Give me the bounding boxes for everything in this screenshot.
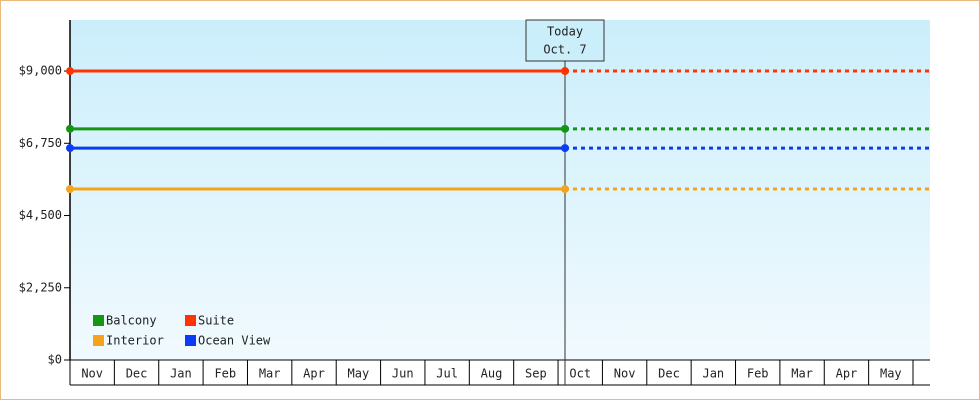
legend-swatch (185, 335, 196, 346)
legend-swatch (185, 315, 196, 326)
x-tick-label: Feb (214, 367, 236, 381)
today-date: Oct. 7 (543, 43, 586, 57)
today-title: Today (547, 25, 583, 39)
x-tick-label: Jul (436, 367, 458, 381)
x-tick-label: Nov (81, 367, 103, 381)
x-tick-label: May (348, 367, 370, 381)
today-box (525, 19, 605, 62)
x-tick-label: Sep (525, 367, 547, 381)
legend-label: Balcony (106, 314, 157, 328)
x-tick-label: May (880, 367, 902, 381)
x-tick-label: Dec (658, 367, 680, 381)
x-tick-label: Mar (791, 367, 813, 381)
point (66, 185, 74, 194)
x-tick-label: Mar (259, 367, 281, 381)
y-tick-label: $4,500 (19, 208, 62, 222)
y-tick-label: $2,250 (19, 280, 62, 294)
y-tick-label: $6,750 (19, 136, 62, 150)
x-tick-label: Apr (303, 367, 325, 381)
x-tick-label: Nov (614, 367, 636, 381)
x-tick-label: Oct (569, 367, 591, 381)
point (561, 67, 569, 76)
x-tick-label: Apr (836, 367, 858, 381)
x-tick-label: Jan (702, 367, 724, 381)
x-tick-label: Jun (392, 367, 414, 381)
legend-label: Interior (106, 334, 164, 348)
x-tick-label: Aug (481, 367, 503, 381)
legend-label: Ocean View (198, 334, 271, 348)
legend-swatch (93, 335, 104, 346)
x-tick-label: Dec (126, 367, 148, 381)
x-tick-label: Jan (170, 367, 192, 381)
point (66, 67, 74, 76)
legend-label: Suite (198, 314, 234, 328)
y-tick-label: $9,000 (19, 64, 62, 78)
point (66, 124, 74, 133)
point (66, 144, 74, 153)
point (561, 185, 569, 194)
point (561, 124, 569, 133)
x-tick-label: Feb (747, 367, 769, 381)
legend-swatch (93, 315, 104, 326)
y-tick-label: $0 (48, 353, 62, 367)
point (561, 144, 569, 153)
